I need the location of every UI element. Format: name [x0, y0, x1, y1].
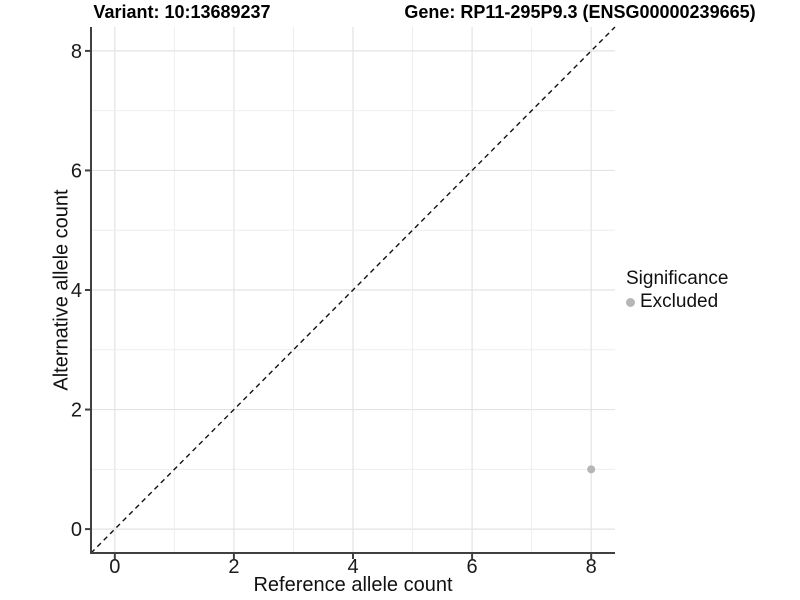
svg-text:4: 4: [347, 556, 358, 578]
svg-text:0: 0: [109, 556, 120, 578]
legend: Significance Excluded: [626, 268, 728, 313]
y-axis-title: Alternative allele count: [50, 189, 73, 391]
svg-text:8: 8: [71, 41, 82, 63]
legend-item-label: Excluded: [640, 291, 719, 312]
excluded-point-swatch-icon: [626, 297, 635, 307]
svg-text:8: 8: [586, 556, 597, 578]
svg-text:6: 6: [71, 160, 82, 182]
svg-text:2: 2: [228, 556, 239, 578]
data-point: [587, 465, 596, 474]
legend-item-excluded: Excluded: [626, 291, 728, 313]
variant-title: Variant: 10:13689237: [93, 2, 271, 22]
x-axis-title: Reference allele count: [253, 574, 453, 596]
gene-title: Gene: RP11-295P9.3 (ENSG00000239665): [404, 2, 756, 22]
legend-title: Significance: [626, 268, 729, 289]
svg-text:2: 2: [71, 400, 82, 422]
svg-text:4: 4: [71, 280, 82, 302]
svg-text:6: 6: [467, 556, 478, 578]
svg-text:0: 0: [71, 519, 82, 541]
